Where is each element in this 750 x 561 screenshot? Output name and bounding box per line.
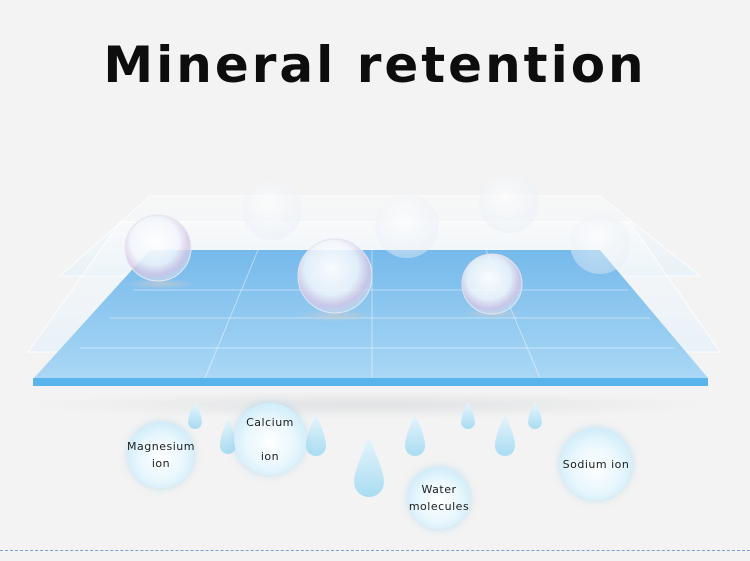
water-molecules-label: Water molecules — [408, 467, 470, 529]
droplet — [188, 402, 202, 429]
magnesium-ion-label: Magnesium ion — [127, 422, 194, 488]
mineral-bubble — [461, 253, 523, 315]
calcium-ion-label: Calcium ion — [234, 403, 306, 475]
layer-edge — [33, 378, 708, 386]
droplet — [306, 414, 326, 456]
mineral-bubble — [297, 238, 373, 314]
sodium-ion-label: Sodium ion — [560, 428, 632, 500]
mineral-bubble — [124, 214, 192, 282]
droplet — [220, 418, 236, 454]
droplet — [405, 414, 425, 456]
mineral-bubbles — [122, 173, 630, 322]
droplet — [528, 402, 542, 429]
water-droplets — [188, 402, 542, 497]
droplet — [461, 402, 475, 429]
page-title: Mineral retention — [103, 36, 647, 94]
droplet — [354, 436, 384, 497]
mineral-bubble-faint — [479, 173, 539, 233]
mineral-bubble-faint — [242, 180, 302, 240]
divider-line — [0, 550, 750, 551]
mineral-bubble-faint — [570, 214, 630, 274]
mineral-bubble-faint — [375, 194, 439, 258]
droplet — [495, 414, 515, 456]
